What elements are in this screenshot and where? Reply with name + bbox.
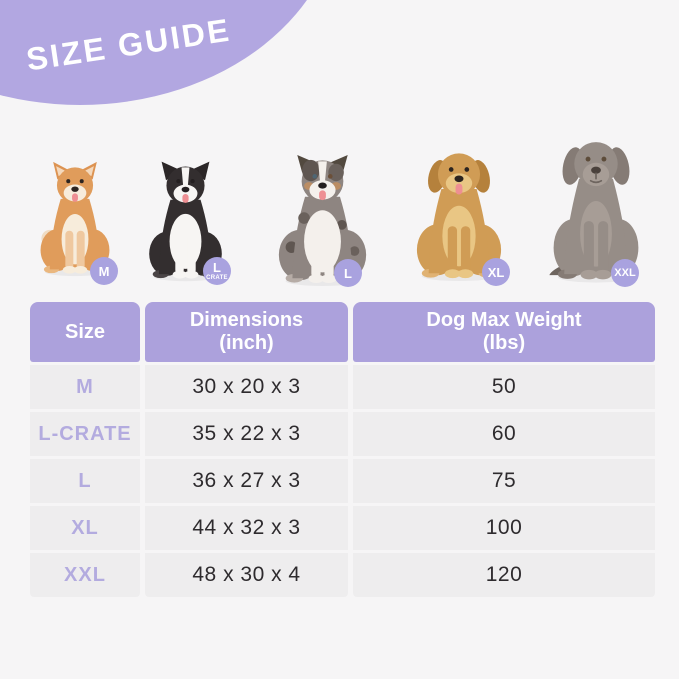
cell-dimensions-xl: 44 x 32 x 3 — [145, 506, 348, 550]
badge-sublabel: CRATE — [206, 275, 228, 281]
column-header-size: Size — [30, 302, 140, 362]
cell-dimensions-l: 36 x 27 x 3 — [145, 459, 348, 503]
header-label-line1: Dog Max Weight — [426, 309, 582, 331]
header-label-line1: Dimensions — [189, 309, 304, 331]
size-badge-m: M — [90, 257, 118, 285]
header-label-line2: (lbs) — [482, 332, 526, 354]
dog-photo-weimaraner — [543, 136, 649, 285]
cell-dimensions-m: 30 x 20 x 3 — [145, 365, 348, 409]
column-header-max-weight: Dog Max Weight (lbs) — [353, 302, 655, 362]
cell-weight-l-crate: 60 — [353, 412, 655, 456]
cell-weight-m: 50 — [353, 365, 655, 409]
cell-size-xxl: XXL — [30, 553, 140, 597]
cell-weight-xxl: 120 — [353, 553, 655, 597]
size-table: Size Dimensions (inch) Dog Max Weight (l… — [30, 302, 655, 597]
border-collie-illustration — [149, 161, 222, 282]
cell-weight-l: 75 — [353, 459, 655, 503]
australian-shepherd-illustration — [278, 155, 367, 286]
dog-photo-border-collie — [141, 159, 230, 283]
size-badge-xl: XL — [482, 258, 510, 286]
cell-size-xl: XL — [30, 506, 140, 550]
column-header-dimensions: Dimensions (inch) — [145, 302, 348, 362]
dog-photo-australian-shepherd — [274, 152, 371, 288]
badge-label: XXL — [614, 266, 636, 279]
cell-weight-xl: 100 — [353, 506, 655, 550]
header-label: Size — [64, 320, 106, 343]
weimaraner-illustration — [549, 142, 639, 283]
cell-size-l: L — [30, 459, 140, 503]
header-label-line2: (inch) — [219, 332, 274, 354]
size-badge-l: L — [334, 259, 362, 287]
badge-label: M — [98, 263, 110, 279]
size-badge-l-crate: L CRATE — [203, 257, 231, 285]
size-badge-xxl: XXL — [611, 259, 639, 287]
cell-size-l-crate: L-CRATE — [30, 412, 140, 456]
badge-label: XL — [487, 264, 505, 280]
cell-dimensions-l-crate: 35 x 22 x 3 — [145, 412, 348, 456]
cell-dimensions-xxl: 48 x 30 x 4 — [145, 553, 348, 597]
cell-size-m: M — [30, 365, 140, 409]
badge-label: L — [344, 265, 352, 281]
badge-label: L — [213, 260, 221, 275]
